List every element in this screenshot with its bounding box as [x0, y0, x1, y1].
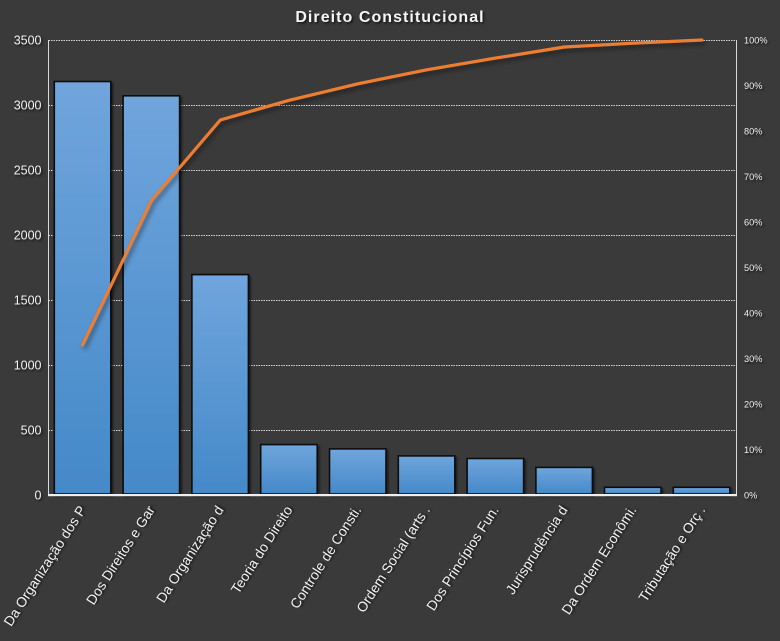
svg-text:2000: 2000: [14, 229, 42, 243]
svg-text:100%: 100%: [744, 36, 768, 46]
svg-text:10%: 10%: [744, 445, 762, 455]
svg-text:20%: 20%: [744, 400, 762, 410]
svg-text:80%: 80%: [744, 127, 762, 137]
svg-text:40%: 40%: [744, 309, 762, 319]
svg-text:Direito Constitucional: Direito Constitucional: [295, 9, 484, 26]
svg-text:50%: 50%: [744, 263, 762, 273]
svg-text:3500: 3500: [14, 34, 42, 48]
svg-text:1500: 1500: [14, 294, 42, 308]
svg-text:1000: 1000: [14, 359, 42, 373]
svg-text:0%: 0%: [744, 491, 757, 501]
svg-text:3000: 3000: [14, 99, 42, 113]
svg-text:30%: 30%: [744, 354, 762, 364]
svg-text:2500: 2500: [14, 164, 42, 178]
svg-text:90%: 90%: [744, 81, 762, 91]
svg-text:0: 0: [35, 489, 42, 503]
svg-text:500: 500: [21, 424, 42, 438]
svg-text:60%: 60%: [744, 218, 762, 228]
svg-text:70%: 70%: [744, 172, 762, 182]
